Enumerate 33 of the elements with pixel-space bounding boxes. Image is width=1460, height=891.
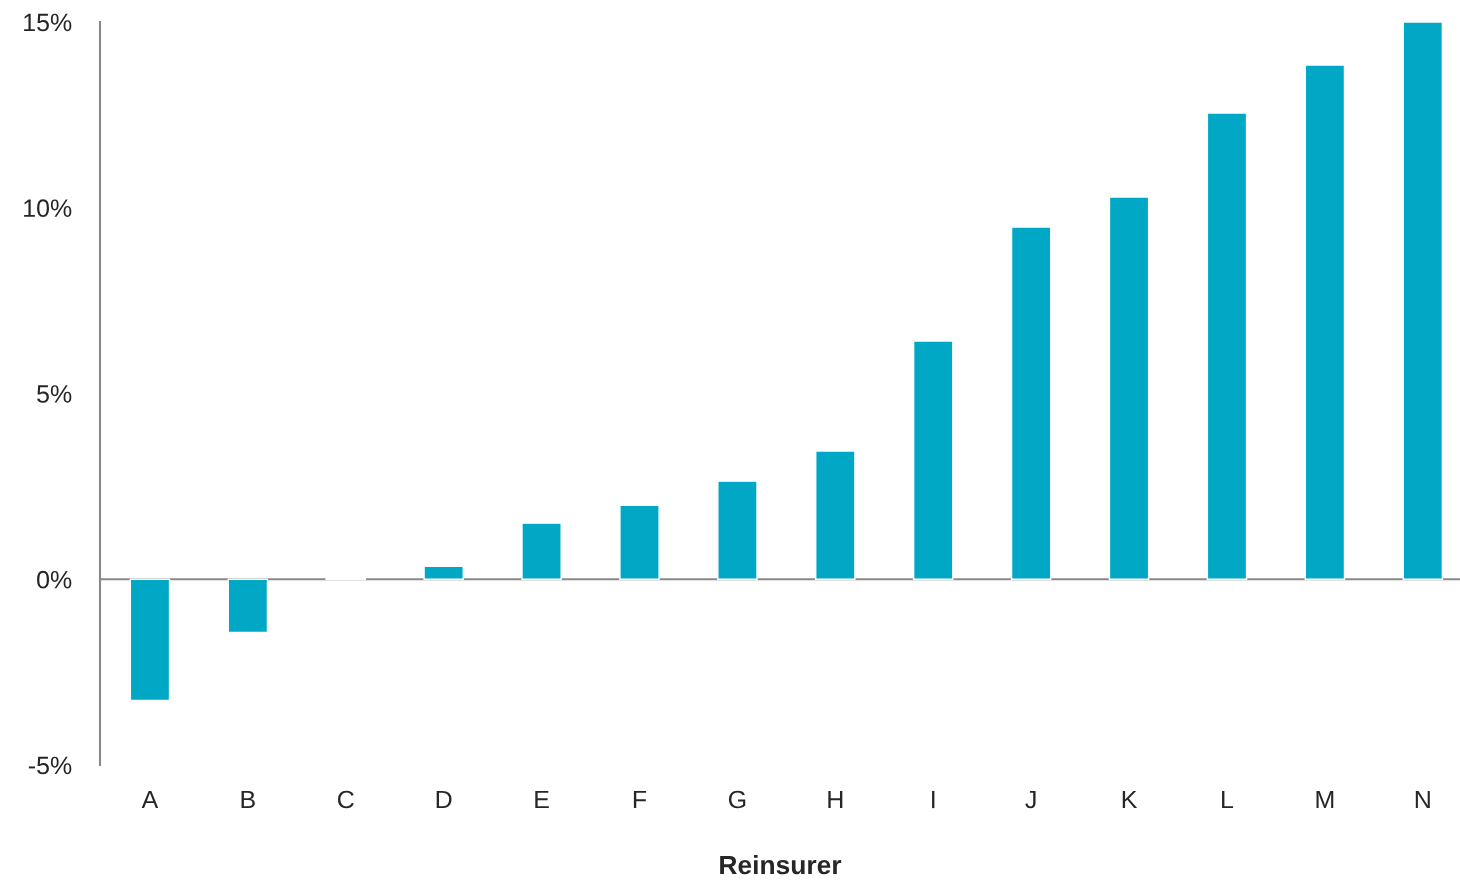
x-tick-label: C [338, 790, 354, 809]
bar [912, 340, 954, 580]
y-tick-label: 0% [37, 570, 72, 589]
x-tick-label: N [1415, 790, 1430, 809]
x-tick-label: K [1122, 790, 1138, 809]
bar [1304, 64, 1346, 580]
x-tick-label: A [141, 790, 159, 809]
x-tick-label: M [1316, 790, 1334, 809]
x-tick-label: L [1222, 790, 1234, 809]
x-tick-label: H [828, 790, 843, 809]
x-axis-title: Reinsurer [720, 854, 842, 875]
bar [717, 480, 758, 580]
bar [521, 522, 562, 580]
x-tick-label: J [1025, 790, 1036, 809]
bar [227, 578, 269, 634]
x-tick-label: E [535, 790, 549, 809]
bar [1010, 226, 1052, 580]
bar [1402, 22, 1444, 580]
y-tick-label: 15% [24, 13, 72, 32]
x-tick-label: G [728, 790, 746, 809]
bar [1108, 196, 1150, 580]
y-tick-label: -5% [28, 756, 72, 775]
bar [423, 565, 464, 580]
y-tick-label: 5% [37, 385, 72, 403]
x-tick-label: I [932, 790, 935, 809]
x-tick-label: B [241, 790, 255, 809]
x-tick-label: F [633, 790, 647, 809]
bar [619, 504, 660, 580]
bar [815, 450, 856, 580]
y-tick-label: 10% [24, 199, 72, 218]
bar [129, 578, 171, 702]
x-tick-label: D [436, 790, 452, 809]
bar [1206, 112, 1248, 580]
